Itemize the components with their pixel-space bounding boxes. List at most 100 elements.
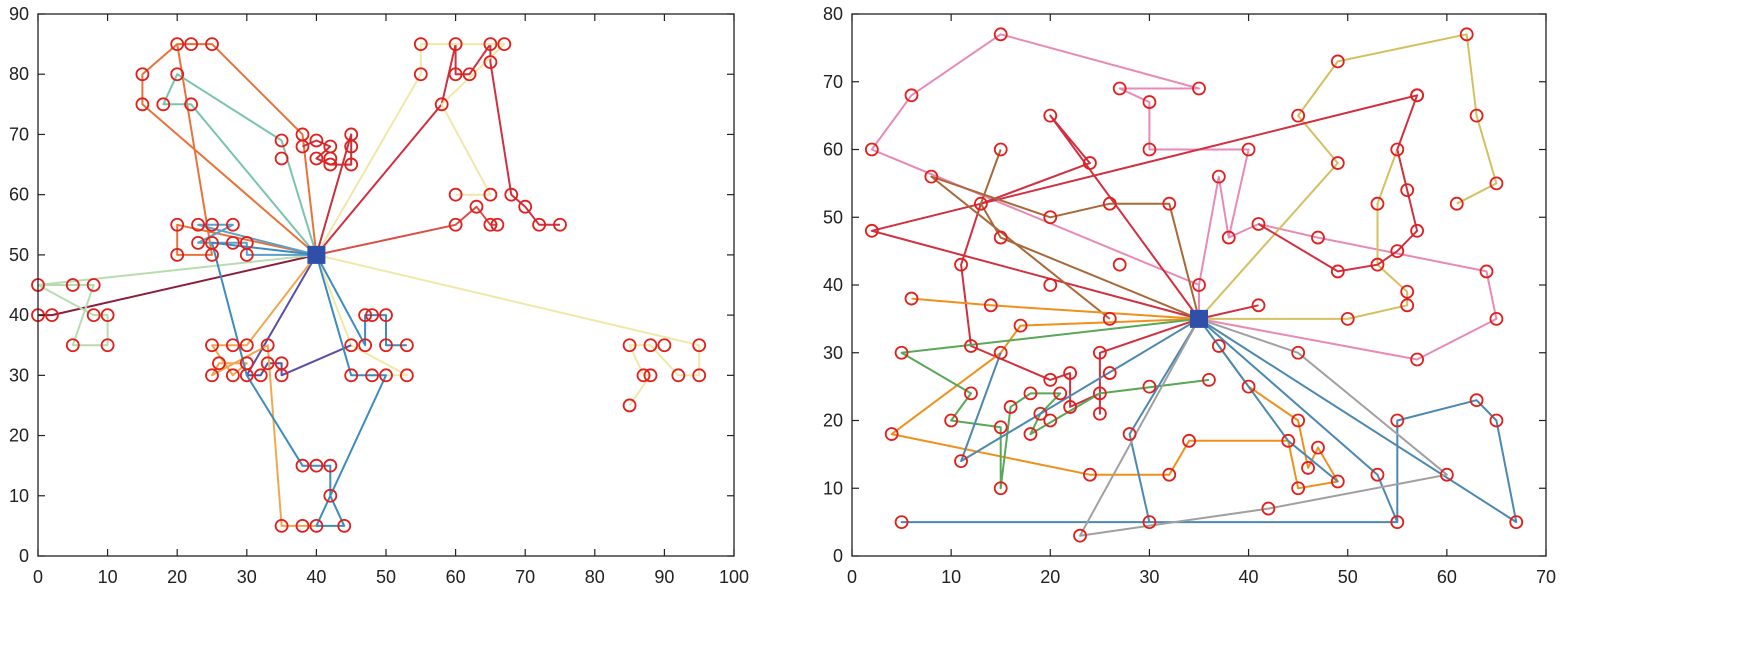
customer-marker [1340,311,1355,326]
customer-marker [260,338,275,353]
customer-marker [295,458,310,473]
route-9-line [979,149,1200,320]
customer-marker [1122,427,1137,441]
customer-marker [309,458,324,473]
customer-marker [1311,440,1325,455]
customer-marker [504,187,519,202]
customer-marker [1261,501,1276,516]
x-tick-label: 40 [1239,567,1259,587]
x-tick-label: 10 [98,567,118,587]
customer-marker [1211,169,1226,184]
customer-marker [135,67,150,82]
customer-marker [1489,176,1504,191]
customer-marker [365,308,379,323]
customer-marker [1043,210,1058,225]
customer-marker [1370,196,1385,211]
customer-marker [964,386,978,401]
customer-marker [1301,461,1315,475]
customer-marker [1083,156,1097,170]
customer-marker [1073,528,1087,543]
customer-marker [1241,379,1256,394]
customer-marker [135,97,150,112]
x-tick-label: 30 [1139,567,1159,587]
customer-marker [365,368,379,383]
customer-marker [636,368,651,383]
customer-marker [1410,223,1425,238]
customer-marker [295,518,310,533]
customer-marker [884,427,899,441]
route-8-line [315,43,506,256]
customer-marker [379,338,393,353]
customer-marker [344,157,359,172]
x-tick-label: 30 [237,567,257,587]
customer-marker [45,308,59,323]
customer-marker [1162,196,1177,211]
customer-marker [225,368,240,383]
y-tick-label: 80 [9,64,29,84]
customer-marker [323,488,338,503]
route-17-line [1079,317,1448,537]
customer-marker [993,345,1008,360]
customer-marker [86,308,101,323]
customer-marker [864,223,879,238]
route-12-line [900,317,1210,490]
customer-marker [1449,196,1464,211]
customer-marker [904,291,919,306]
customer-marker [532,217,547,232]
customer-marker [170,217,185,232]
route-4-line [1198,33,1498,320]
customer-marker [1370,257,1385,272]
customer-marker [1043,413,1058,428]
customer-marker [65,278,80,292]
customer-marker [274,133,289,148]
customer-marker [1410,352,1425,367]
customer-marker [1291,108,1306,123]
route-9-line [316,253,701,406]
customer-marker [274,518,289,533]
customer-marker [954,257,968,272]
route-14-line [900,318,1518,524]
y-tick-label: 20 [9,426,29,446]
customer-marker [1043,372,1058,387]
customer-marker [622,398,637,413]
route-10-line [911,297,1200,320]
customer-marker [462,67,477,82]
customer-marker [170,247,185,262]
customer-marker [1092,406,1107,421]
customer-marker [1192,81,1206,96]
customer-marker [1291,413,1306,428]
customer-marker [239,338,254,353]
customer-marker [205,338,219,353]
y-tick-label: 60 [9,185,29,205]
customer-marker [1102,196,1117,211]
y-tick-label: 0 [833,546,843,566]
customer-marker [1330,474,1345,489]
route-5-line [141,43,318,256]
y-tick-label: 50 [9,245,29,265]
customer-marker [993,481,1008,496]
customer-marker [399,338,414,353]
route-15-line [1198,318,1399,523]
customer-marker [1192,278,1206,292]
customer-marker [1003,400,1018,414]
x-tick-label: 0 [847,567,857,587]
route-13-line [960,318,1200,463]
customer-marker [323,458,338,473]
customer-marker [1033,406,1048,421]
route-5-line [870,94,1419,320]
customer-marker [622,338,637,353]
customer-marker [924,169,939,184]
y-tick-label: 40 [823,275,843,295]
customer-marker [1251,217,1266,231]
customer-marker [379,308,393,323]
customer-marker [448,67,463,82]
right-route-plot: 0 10 20 30 40 50 60 70 0 10 20 30 40 50 60 70 80 [823,4,1556,587]
left-route-plot: 0 10 20 30 40 50 60 70 80 90 100 0 10 20 30 40 50 60 70 80 9… [9,4,749,587]
customer-marker [1023,427,1038,441]
x-tick-label: 70 [515,567,535,587]
customer-marker [518,199,533,214]
customer-marker [1291,345,1306,360]
x-tick-label: 0 [33,567,43,587]
customer-marker [1281,433,1296,448]
